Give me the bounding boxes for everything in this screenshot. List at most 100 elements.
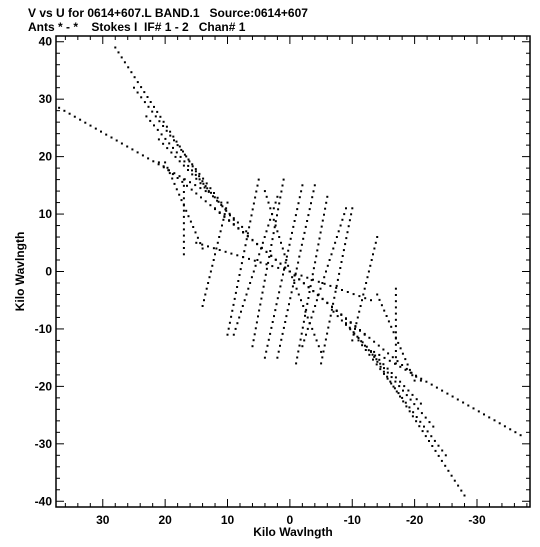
uv-point: [231, 309, 234, 312]
uv-point: [244, 244, 247, 247]
uv-point: [270, 254, 273, 257]
uv-point: [368, 336, 371, 339]
uv-point: [408, 410, 411, 413]
uv-point: [369, 264, 372, 267]
uv-point: [404, 401, 407, 404]
uv-point: [354, 325, 357, 328]
uv-point: [172, 146, 174, 149]
uv-point: [253, 333, 256, 336]
uv-point: [224, 250, 227, 253]
uv-point: [280, 279, 283, 282]
uv-point: [428, 421, 431, 424]
uv-point: [396, 360, 399, 363]
uv-point: [279, 285, 282, 288]
uv-point: [394, 350, 397, 352]
uv-point: [232, 333, 235, 336]
uv-point: [357, 337, 360, 339]
uv-point: [187, 158, 190, 161]
uv-point: [185, 155, 188, 158]
uv-point: [298, 344, 301, 347]
uv-point: [295, 287, 298, 290]
uv-point: [367, 270, 370, 273]
uv-point: [277, 266, 280, 269]
uv-point: [245, 230, 248, 233]
uv-point: [456, 398, 459, 401]
uv-point: [274, 220, 277, 223]
uv-point: [210, 191, 212, 194]
uv-point: [140, 86, 143, 89]
uv-point: [270, 326, 273, 329]
uv-point: [149, 119, 152, 122]
uv-point: [402, 389, 404, 392]
uv-point: [166, 166, 169, 169]
uv-point: [315, 255, 318, 258]
uv-point: [239, 268, 242, 271]
uv-point: [367, 349, 370, 352]
uv-point: [252, 270, 255, 273]
uv-point: [120, 56, 123, 59]
uv-point: [304, 310, 307, 313]
uv-point: [178, 175, 181, 178]
uv-point: [419, 379, 422, 382]
uv-point: [363, 332, 366, 335]
uv-point: [141, 154, 144, 157]
uv-point: [341, 218, 344, 221]
uv-point: [236, 254, 239, 257]
uv-point: [498, 422, 501, 425]
y-tick-label: 40: [39, 35, 53, 49]
uv-point: [243, 250, 246, 253]
uv-point: [432, 425, 435, 428]
uv-point: [227, 327, 230, 330]
uv-point: [350, 213, 353, 216]
uv-point: [153, 105, 155, 108]
uv-point: [398, 385, 401, 388]
uv-point: [288, 270, 291, 273]
uv-point: [164, 137, 167, 140]
uv-point: [374, 241, 377, 244]
uv-point: [380, 304, 383, 307]
uv-point: [183, 160, 186, 163]
uv-point: [194, 184, 197, 187]
uv-point: [212, 259, 215, 261]
uv-point: [311, 196, 314, 199]
uv-point: [338, 272, 341, 275]
uv-point: [228, 219, 231, 222]
uv-point: [411, 393, 414, 396]
uv-point: [133, 76, 136, 79]
uv-point: [176, 144, 179, 147]
axis-tick-labels: 30 20 10 0 -10 -20 -30 40 30 20 10 0 -10 -20 -30 -40: [35, 35, 486, 527]
uv-point: [246, 235, 249, 238]
x-tick-label: -20: [406, 513, 424, 527]
uv-point: [514, 431, 517, 434]
uv-point: [243, 299, 246, 302]
uv-point: [298, 196, 301, 199]
uv-point: [297, 350, 300, 353]
uv-point: [209, 270, 212, 273]
uv-point: [335, 286, 338, 289]
y-axis-label: Kilo Wavlngth: [13, 232, 27, 312]
uv-point: [68, 112, 71, 115]
uv-point: [255, 190, 258, 193]
uv-point: [276, 356, 279, 359]
uv-point: [240, 310, 242, 313]
uv-point: [361, 299, 363, 302]
uv-point: [281, 332, 284, 335]
uv-point: [307, 214, 310, 217]
uv-point: [261, 291, 264, 294]
uv-point: [251, 345, 254, 348]
uv-point: [286, 309, 289, 312]
uv-point: [123, 61, 126, 64]
uv-point: [334, 290, 337, 293]
uv-point: [331, 305, 333, 308]
uv-point: [254, 327, 257, 330]
uv-point: [256, 259, 259, 261]
uv-point: [280, 190, 283, 193]
uv-point: [208, 276, 211, 279]
uv-point: [230, 252, 233, 255]
uv-point: [339, 224, 342, 227]
uv-point: [322, 350, 325, 353]
uv-point: [419, 420, 422, 423]
uv-point: [357, 339, 360, 342]
uv-point: [171, 177, 174, 180]
x-tick-label: 30: [96, 513, 110, 527]
